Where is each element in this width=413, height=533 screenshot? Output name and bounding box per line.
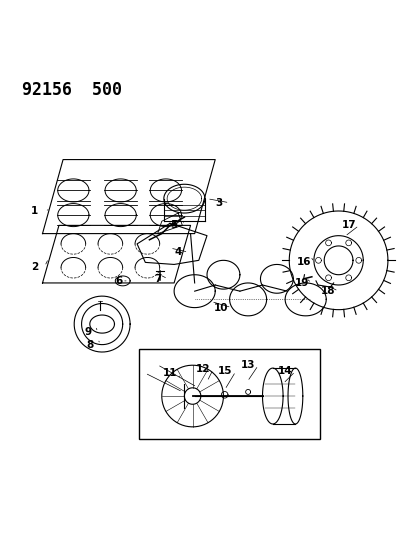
Text: 13: 13 — [240, 360, 255, 370]
Text: 4: 4 — [174, 247, 181, 257]
Text: 1: 1 — [31, 206, 38, 216]
Text: 5: 5 — [170, 220, 177, 230]
Text: 16: 16 — [296, 257, 310, 268]
Text: 8: 8 — [86, 340, 93, 350]
Text: 18: 18 — [320, 286, 335, 296]
Text: 15: 15 — [218, 366, 232, 376]
Text: 12: 12 — [195, 365, 210, 374]
Text: 9: 9 — [84, 327, 91, 337]
Text: 11: 11 — [162, 368, 177, 378]
Text: 19: 19 — [294, 278, 308, 288]
Text: 7: 7 — [154, 274, 161, 284]
Text: 17: 17 — [341, 220, 355, 230]
Text: 6: 6 — [115, 276, 122, 286]
Text: 2: 2 — [31, 262, 38, 271]
FancyBboxPatch shape — [139, 349, 319, 439]
Text: 14: 14 — [277, 366, 292, 376]
Text: 3: 3 — [215, 198, 223, 208]
Text: 92156  500: 92156 500 — [22, 82, 122, 100]
Text: 10: 10 — [214, 303, 228, 313]
